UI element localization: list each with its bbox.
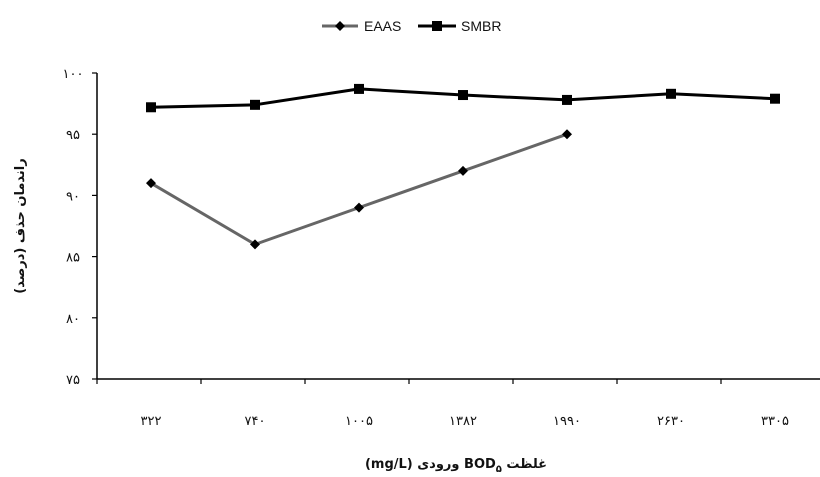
- legend-item-smbr: SMBR: [418, 18, 501, 34]
- x-tick-label: ۳۳۰۵: [761, 414, 789, 429]
- legend: EAAS SMBR: [322, 18, 501, 34]
- data-point-eaas: [146, 178, 156, 189]
- x-axis-label: غلظت BOD۵ ورودی (mg/L): [365, 457, 547, 475]
- y-tick-label: ۱۰۰: [63, 67, 84, 82]
- data-point-eaas: [562, 129, 572, 140]
- data-point-eaas: [354, 202, 364, 213]
- x-tick-label: ۱۰۰۵: [345, 414, 373, 429]
- data-point-eaas: [250, 239, 260, 250]
- x-tick-label: ۷۴۰: [245, 414, 266, 429]
- data-point-smbr: [562, 94, 572, 105]
- data-point-smbr: [666, 88, 676, 99]
- y-tick-label: ۸۰: [66, 312, 80, 327]
- data-point-smbr: [354, 83, 364, 94]
- legend-label-smbr: SMBR: [461, 18, 501, 34]
- series-line-eaas: [150, 132, 568, 246]
- y-axis: ۷۵ ۸۰ ۸۵ ۹۰ ۹۵ ۱۰۰: [63, 67, 98, 388]
- data-point-smbr: [458, 90, 468, 101]
- data-point-smbr: [770, 93, 780, 104]
- y-tick-label: ۸۵: [66, 251, 80, 266]
- x-tick-label: ۱۳۸۲: [449, 414, 477, 429]
- data-point-smbr: [250, 99, 260, 110]
- data-point-smbr: [146, 102, 156, 113]
- y-tick-label: ۹۰: [66, 189, 80, 204]
- y-tick-label: ۷۵: [66, 373, 80, 388]
- x-tick-label: ۲۶۳۰: [657, 414, 685, 429]
- x-tick-label: ۳۲۲: [141, 414, 162, 429]
- y-tick-label: ۹۵: [66, 128, 80, 143]
- x-axis: ۳۲۲ ۷۴۰ ۱۰۰۵ ۱۳۸۲ ۱۹۹۰ ۲۶۳۰ ۳۳۰۵: [96, 378, 820, 429]
- legend-label-eaas: EAAS: [364, 18, 401, 34]
- y-axis-label: راندمان حذف (درصد): [13, 158, 28, 294]
- data-point-eaas: [458, 165, 468, 176]
- legend-item-eaas: EAAS: [322, 18, 401, 34]
- series-layer: [146, 83, 780, 250]
- x-tick-label: ۱۹۹۰: [553, 414, 581, 429]
